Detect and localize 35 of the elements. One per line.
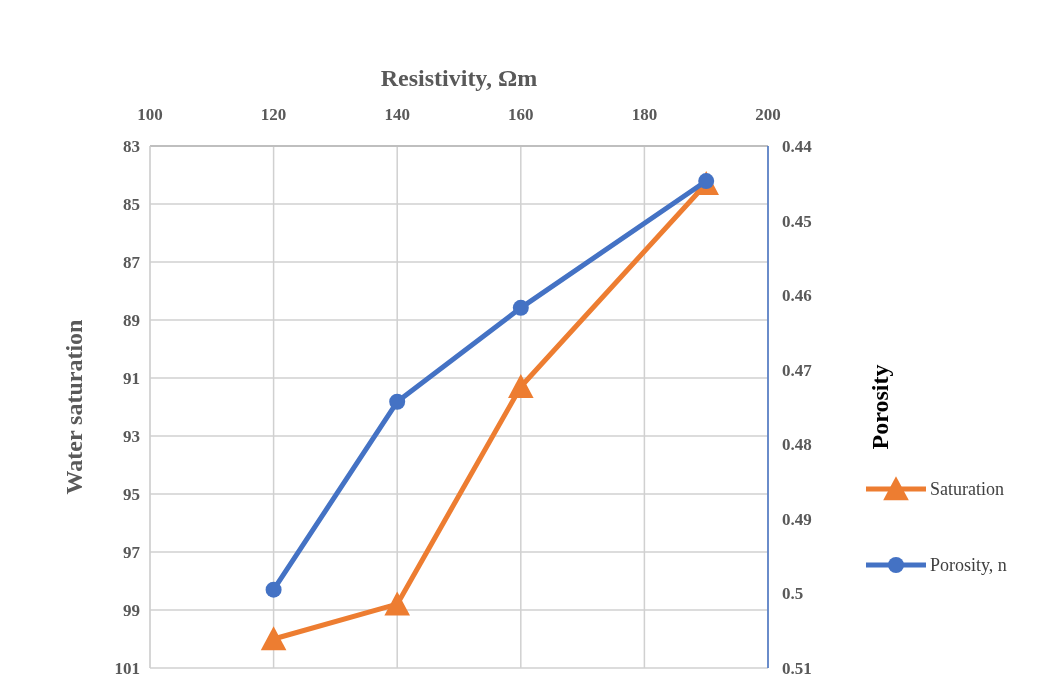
point [512,299,529,316]
x-tick-label: 100 [137,105,163,124]
y2-tick-label: 0.47 [782,360,813,380]
y2-tick-label: 0.5 [782,584,804,604]
y-tick-label: 101 [114,658,140,678]
y-tick-label: 91 [123,368,140,388]
y-tick-label: 99 [123,600,140,620]
y-tick-label: 93 [123,426,140,446]
legend-label: Porosity, n [930,555,1007,576]
legend-label: Saturation [930,479,1004,500]
point [260,626,287,651]
y2-tick-label: 0.46 [782,286,812,306]
x-tick-label: 140 [384,105,410,124]
y-tick-label: 83 [123,136,140,156]
point [265,581,282,598]
y-tick-label: 97 [123,542,141,562]
x-tick-label: 200 [755,105,781,124]
y-tick-label: 87 [123,252,141,272]
point [389,393,406,410]
x-axis-title: Resistivity, Ωm [380,65,538,91]
y-axis-title: Water saturation [61,319,87,495]
y2-axis-title: Porosity [867,364,893,450]
y2-tick-label: 0.44 [782,136,813,156]
x-tick-label: 120 [260,105,287,124]
x-tick-label: 180 [631,105,658,124]
y2-tick-label: 0.49 [782,509,812,529]
y-tick-label: 85 [123,194,140,214]
x-tick-label: 160 [508,105,534,124]
point [508,373,534,398]
y-tick-label: 95 [123,484,140,504]
y2-tick-label: 0.51 [782,658,812,678]
y-tick-label: 89 [123,310,140,330]
point [384,591,410,616]
y2-tick-label: 0.48 [782,435,812,455]
y2-tick-label: 0.45 [782,211,812,231]
